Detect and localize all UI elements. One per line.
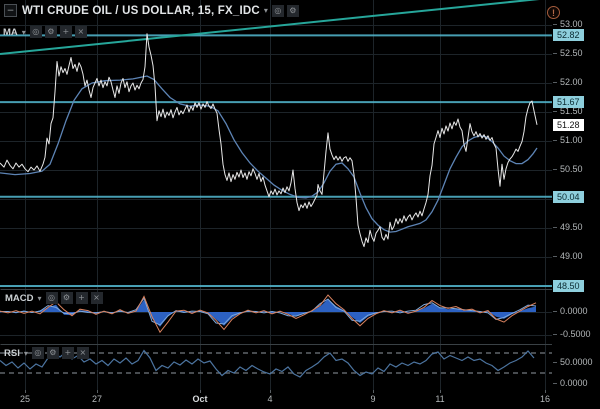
time-axis-tick [545, 390, 546, 393]
alert-icon[interactable]: ! [547, 6, 560, 19]
macd-signal-line[interactable] [0, 294, 537, 334]
gear-icon[interactable]: ⚙ [60, 292, 73, 304]
eye-icon[interactable]: ◎ [31, 347, 44, 359]
eye-icon[interactable]: ◎ [29, 26, 42, 38]
price-axis-label: 52.00 [552, 77, 600, 87]
symbol-title[interactable]: WTI CRUDE OIL / US DOLLAR, 15, FX_IDC [22, 4, 260, 17]
price-axis-label: 51.50 [552, 106, 600, 116]
last-price-badge: 51.28 [553, 118, 584, 131]
chevron-down-icon[interactable]: ▾ [37, 293, 42, 303]
ma-indicator-label[interactable]: MA [3, 26, 18, 38]
time-axis-tick [373, 390, 374, 393]
price-axis-label: 51.00 [552, 135, 600, 145]
time-axis-label: 16 [539, 394, 551, 404]
symbol-title-row: − WTI CRUDE OIL / US DOLLAR, 15, FX_IDC … [4, 4, 302, 17]
price-axis-label: 53.00 [552, 19, 600, 29]
price-axis-label: 50.50 [552, 164, 600, 174]
gear-icon[interactable]: ⚙ [286, 4, 299, 17]
eye-icon[interactable]: ◎ [271, 4, 284, 17]
chevron-down-icon[interactable]: ▾ [21, 27, 26, 37]
time-axis-label: 25 [19, 394, 31, 404]
plus-icon[interactable]: + [61, 347, 74, 359]
price-axis-label: 49.00 [552, 251, 600, 261]
close-icon[interactable]: × [76, 347, 89, 359]
time-axis-label: 11 [435, 394, 445, 404]
time-axis-label: 4 [267, 394, 273, 404]
time-axis-tick [440, 390, 441, 393]
gear-icon[interactable]: ⚙ [44, 26, 57, 38]
macd-indicator-label[interactable]: MACD [5, 292, 34, 304]
time-axis-label: 9 [370, 394, 376, 404]
rsi-line[interactable] [0, 349, 535, 378]
rsi-indicator-row: RSI ▾ ◎ ⚙ + × [4, 347, 92, 359]
time-axis-label: Oct [192, 394, 208, 404]
price-axis-label: -0.5000 [552, 329, 600, 339]
close-icon[interactable]: × [90, 292, 103, 304]
level-price-badge: 48.50 [553, 280, 584, 292]
level-price-badge: 50.04 [553, 190, 584, 203]
plus-icon[interactable]: + [75, 292, 88, 304]
chevron-down-icon[interactable]: ▾ [263, 6, 268, 15]
eye-icon[interactable]: ◎ [45, 292, 58, 304]
price-axis-label: 0.0000 [552, 378, 600, 388]
time-axis-label: 27 [91, 394, 103, 404]
level-price-badge: 52.82 [553, 29, 584, 42]
time-axis[interactable]: 25 27 Oct 4 9 11 16 [0, 390, 600, 409]
level-price-badge: 51.67 [553, 96, 584, 109]
plus-icon[interactable]: + [59, 26, 72, 38]
ma-line[interactable] [0, 75, 538, 233]
ma-indicator-row: MA ▾ ◎ ⚙ + × [3, 26, 90, 38]
time-axis-tick [25, 390, 26, 393]
price-axis-label: 50.0000 [552, 357, 600, 367]
rsi-indicator-label[interactable]: RSI [4, 347, 20, 359]
price-axis-label: 52.50 [552, 48, 600, 58]
trendline-drawing[interactable] [0, 0, 552, 55]
close-icon[interactable]: × [74, 26, 87, 38]
price-axis-label: 49.50 [552, 222, 600, 232]
price-axis-label: 0.0000 [552, 306, 600, 316]
macd-indicator-row: MACD ▾ ◎ ⚙ + × [5, 292, 106, 304]
time-axis-tick [200, 390, 201, 393]
price-axis[interactable]: 53.00 52.50 52.00 51.50 51.00 50.50 49.50 49.00… [552, 0, 600, 390]
time-axis-tick [97, 390, 98, 393]
gear-icon[interactable]: ⚙ [46, 347, 59, 359]
time-axis-tick [270, 390, 271, 393]
collapse-pane-icon[interactable]: − [4, 4, 17, 17]
price-line[interactable] [0, 33, 538, 248]
chevron-down-icon[interactable]: ▾ [23, 348, 28, 358]
